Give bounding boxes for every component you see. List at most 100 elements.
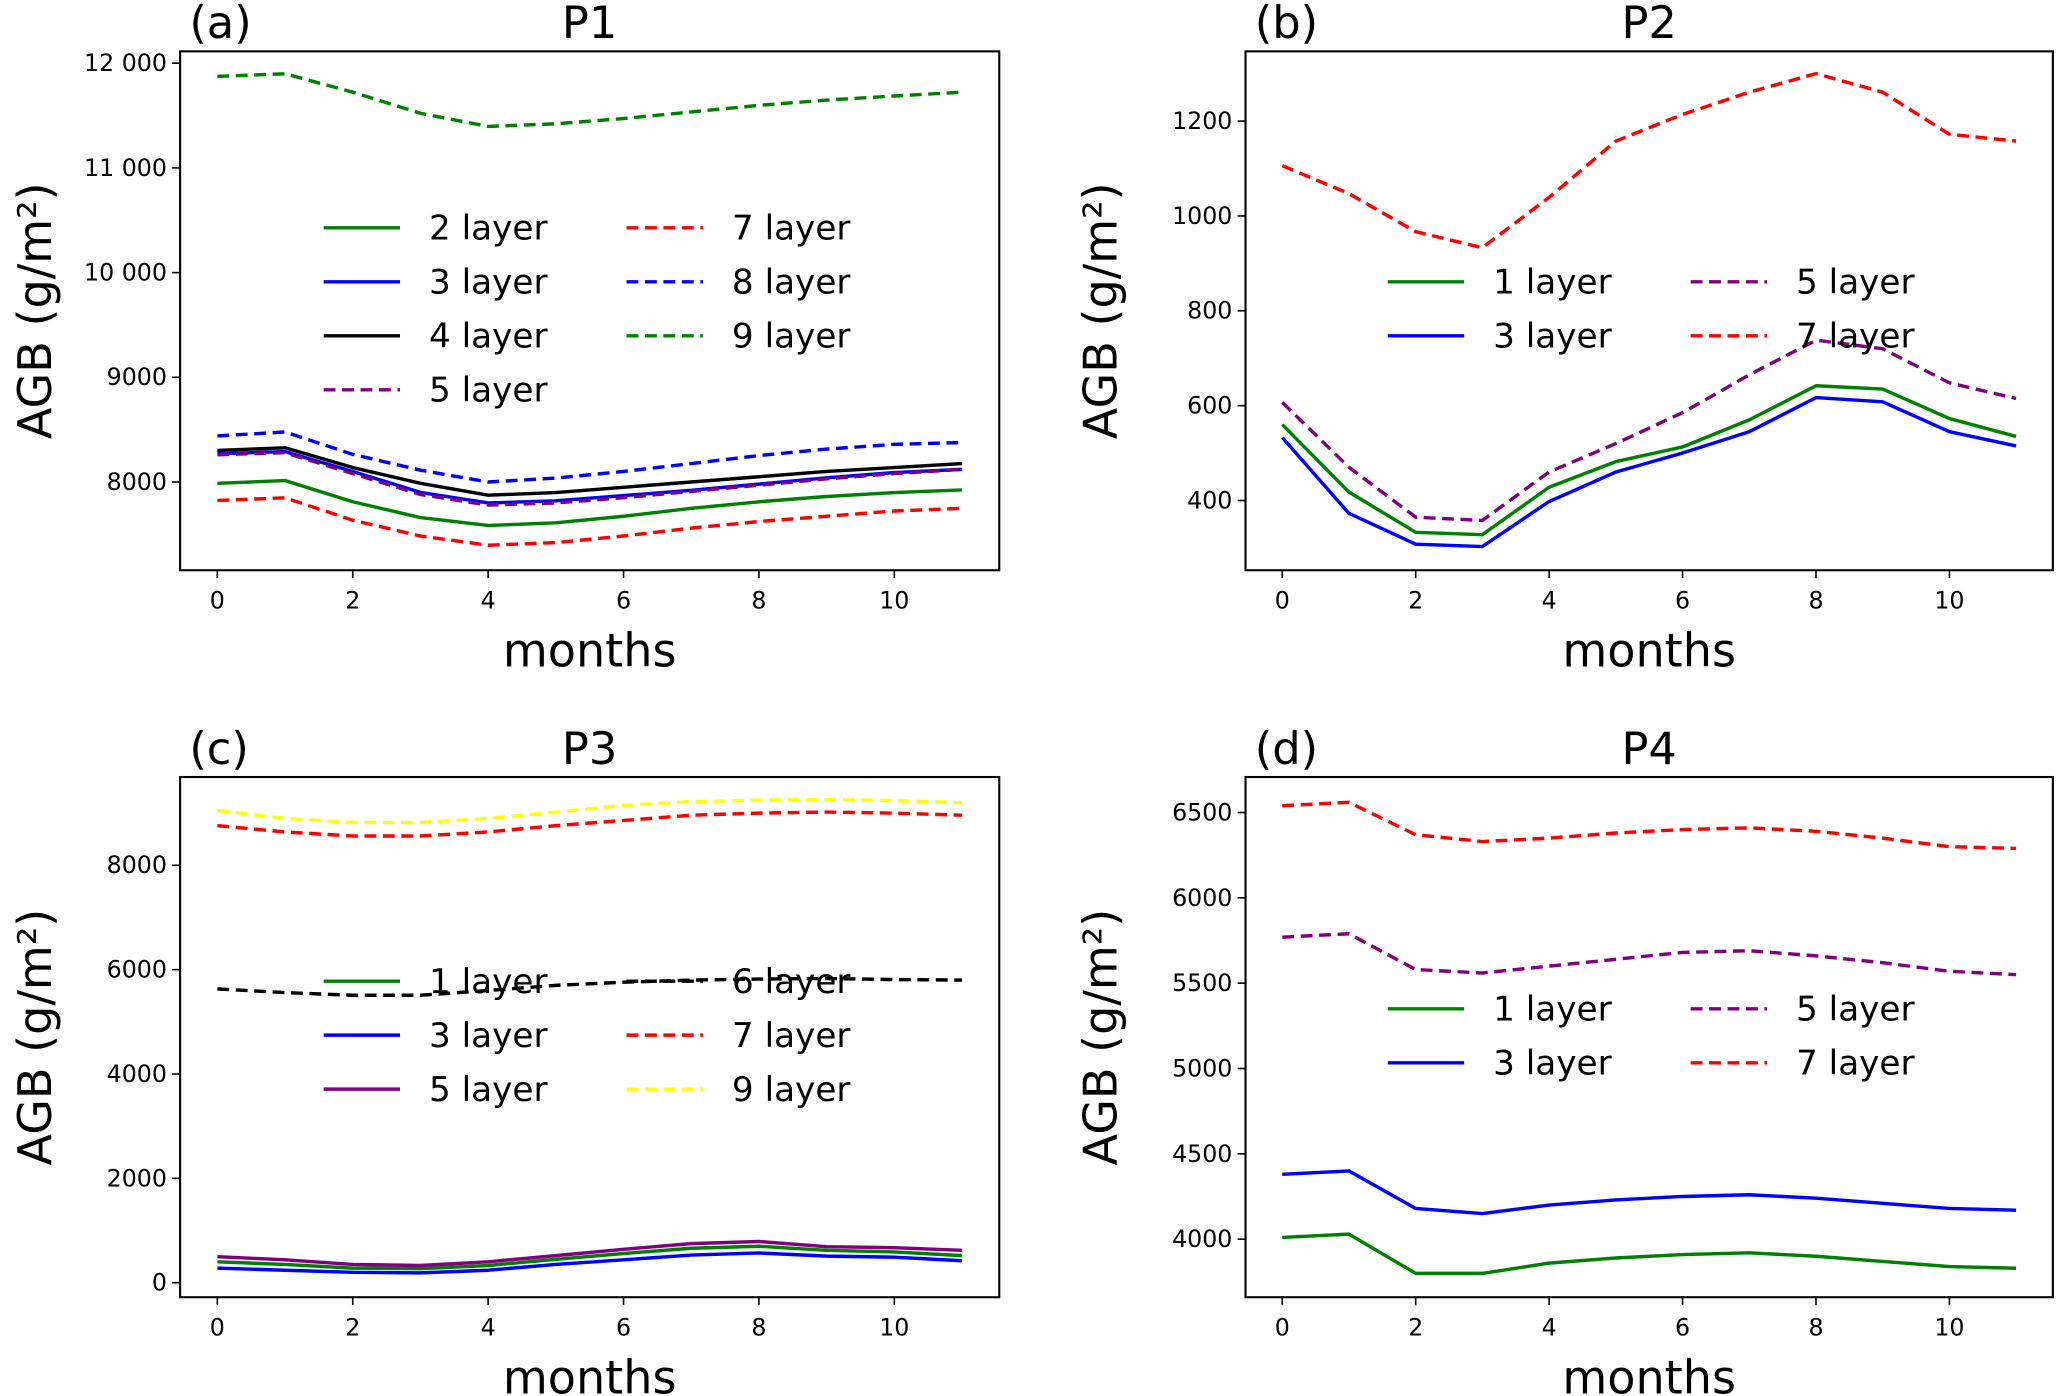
y-axis-label: AGB (g/m²)	[1073, 909, 1127, 1166]
y-tick-label: 600	[1187, 392, 1232, 420]
series-line-5-layer	[217, 450, 963, 507]
series-line-9-layer	[217, 72, 963, 129]
legend: 2 layer 3 layer 4 layer 5 layer 7 layer 8 lay…	[323, 209, 851, 411]
plot-area	[217, 72, 963, 547]
x-tick-label: 8	[751, 586, 766, 614]
panel-title: P3	[562, 722, 617, 775]
y-axis-label: AGB (g/m²)	[8, 182, 62, 439]
axes-frame	[179, 50, 1001, 572]
plot-area	[1280, 71, 2017, 549]
legend-label: 9 layer	[732, 1070, 851, 1110]
y-tick-label: 1200	[1172, 107, 1232, 135]
x-tick-label: 8	[1808, 586, 1823, 614]
x-tick-label: 4	[481, 1313, 496, 1341]
x-tick-label: 2	[1408, 1313, 1423, 1341]
legend-label: 3 layer	[429, 263, 548, 303]
legend: 1 layer 3 layer 5 layer 7 layer	[1387, 990, 1916, 1084]
series-line-9-layer	[217, 797, 963, 825]
series-line-3-layer	[1282, 1169, 2017, 1216]
series-line-1-layer	[1281, 384, 2017, 537]
x-tick-label: 0	[1275, 586, 1290, 614]
legend-item: 1 layer	[323, 962, 548, 1002]
y-tick-label: 2000	[107, 1164, 167, 1192]
series-line-5-layer	[1281, 338, 2017, 523]
x-axis-label: months	[503, 1350, 677, 1396]
legend-label: 4 layer	[429, 317, 548, 357]
plot-area	[217, 797, 963, 1275]
legend-label: 5 layer	[429, 371, 548, 411]
legend-item: 5 layer	[1690, 990, 1916, 1030]
legend-label: 2 layer	[429, 209, 548, 249]
series-line-3-layer	[1280, 395, 2017, 549]
legend-label: 7 layer	[1796, 1044, 1915, 1084]
y-tick-label: 11 000	[84, 154, 167, 182]
panel-title: P2	[1621, 0, 1676, 49]
legend-item: 7 layer	[626, 1016, 851, 1056]
legend: 1 layer 3 layer 5 layer 6 layer 7 layer 9 lay…	[323, 962, 851, 1110]
axes-frame	[179, 775, 1001, 1299]
x-tick-label: 4	[481, 586, 496, 614]
legend-item: 3 layer	[323, 263, 548, 303]
panel-p4: 0 2 4 6 8 10 4000 4500 5000 5500 6000 6500 months AGB…	[1073, 722, 2054, 1396]
legend-label: 3 layer	[1493, 317, 1612, 357]
x-tick-label: 10	[1934, 586, 1964, 614]
panel-p2: 0 2 4 6 8 10 400 600 800 1000 1200 months AGB (g/m²)…	[1073, 0, 2054, 677]
x-tick-label: 10	[879, 1313, 909, 1341]
legend-item: 9 layer	[626, 1070, 851, 1110]
legend-item: 5 layer	[323, 371, 548, 411]
series-line-5-layer	[1282, 932, 2017, 977]
y-axis-label: AGB (g/m²)	[8, 909, 62, 1166]
panel-label: (d)	[1255, 722, 1318, 775]
x-tick-label: 6	[616, 586, 631, 614]
y-tick-label: 800	[1187, 297, 1232, 325]
panel-label: (b)	[1255, 0, 1318, 49]
legend-label: 3 layer	[1493, 1044, 1612, 1084]
series-line-1-layer	[1282, 1232, 2017, 1276]
x-tick-label: 10	[879, 586, 909, 614]
x-tick-label: 2	[345, 1313, 360, 1341]
series-line-1-layer	[217, 1244, 963, 1271]
panel-label: (a)	[189, 0, 251, 49]
x-tick-label: 2	[1408, 586, 1423, 614]
legend-item: 4 layer	[323, 317, 548, 357]
y-tick-label: 4500	[1172, 1140, 1232, 1168]
legend-label: 6 layer	[732, 962, 851, 1002]
legend-item: 1 layer	[1387, 990, 1613, 1030]
legend-label: 7 layer	[1796, 317, 1915, 357]
panel-title: P4	[1621, 722, 1676, 775]
legend-label: 1 layer	[429, 962, 548, 1002]
y-tick-label: 5000	[1172, 1054, 1232, 1082]
y-tick-label: 4000	[107, 1060, 167, 1088]
legend-label: 7 layer	[732, 1016, 851, 1056]
x-tick-label: 4	[1542, 586, 1557, 614]
legend-item: 7 layer	[1690, 317, 1916, 357]
legend: 1 layer 3 layer 5 layer 7 layer	[1387, 263, 1916, 357]
y-tick-label: 6000	[107, 956, 167, 984]
plot-area	[1282, 800, 2017, 1276]
x-tick-label: 2	[345, 586, 360, 614]
y-tick-label: 8000	[107, 851, 167, 879]
y-tick-label: 10 000	[84, 258, 167, 286]
x-tick-label: 6	[616, 1313, 631, 1341]
axes-frame	[1244, 50, 2054, 572]
x-axis-label: months	[1562, 1350, 1736, 1396]
y-tick-label: 400	[1187, 486, 1232, 514]
series-line-6-layer	[217, 976, 963, 997]
series-line-7-layer	[1282, 800, 2017, 851]
legend-item: 3 layer	[1387, 1044, 1613, 1084]
x-tick-label: 0	[210, 1313, 225, 1341]
legend-label: 8 layer	[732, 263, 851, 303]
legend-item: 9 layer	[626, 317, 851, 357]
axes-frame	[1244, 775, 2054, 1299]
legend-label: 9 layer	[732, 317, 851, 357]
legend-label: 1 layer	[1493, 990, 1612, 1030]
y-tick-label: 1000	[1172, 202, 1232, 230]
x-tick-label: 6	[1675, 1313, 1690, 1341]
legend-item: 3 layer	[323, 1016, 548, 1056]
y-axis-label: AGB (g/m²)	[1073, 182, 1127, 439]
legend-item: 5 layer	[323, 1070, 548, 1110]
x-tick-label: 6	[1675, 586, 1690, 614]
y-tick-label: 9000	[107, 363, 167, 391]
series-line-2-layer	[217, 478, 963, 528]
